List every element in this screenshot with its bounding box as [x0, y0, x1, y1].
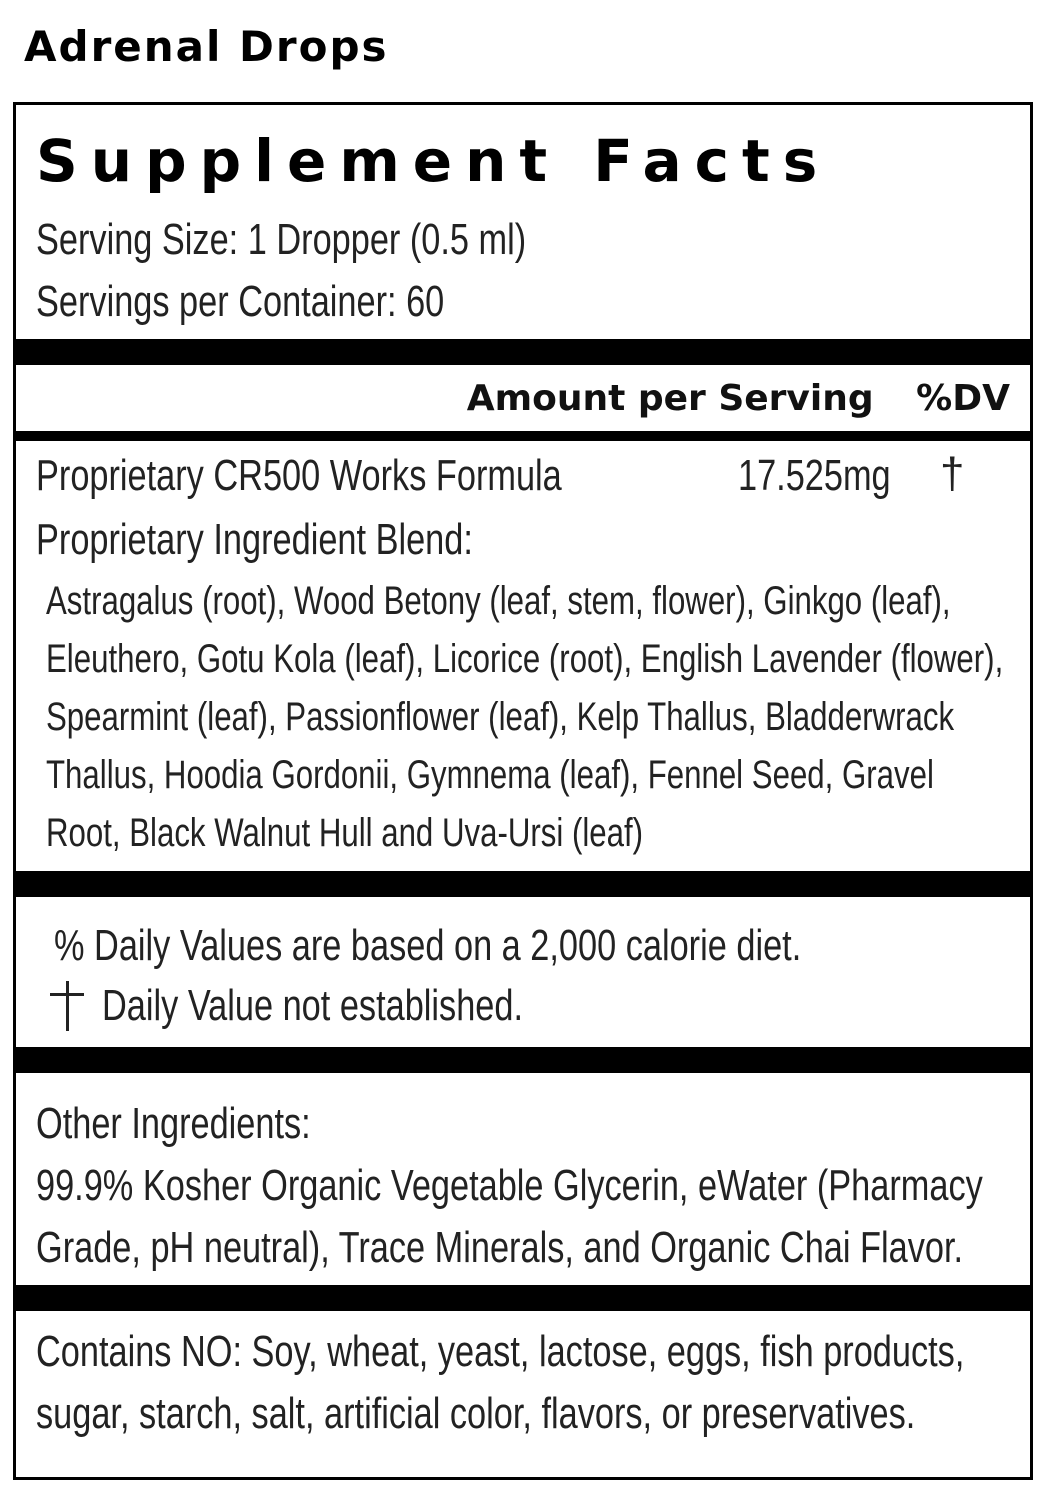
servings-per-container: Servings per Container: 60 [36, 277, 445, 326]
contains-no-line: sugar, starch, salt, artificial color, f… [36, 1389, 916, 1438]
blend-ingredient-line: Eleuthero, Gotu Kola (leaf), Licorice (r… [46, 637, 1004, 681]
blend-ingredient-line: Root, Black Walnut Hull and Uva-Ursi (le… [46, 811, 644, 855]
formula-amount: 17.525mg [738, 451, 891, 500]
serving-size: Serving Size: 1 Dropper (0.5 ml) [36, 215, 527, 264]
other-ingredients-label: Other Ingredients: [36, 1099, 311, 1148]
supplement-facts-panel: Supplement Facts Serving Size: 1 Dropper… [13, 102, 1033, 1480]
section-divider [16, 431, 1030, 441]
dv-header: %DV [916, 378, 1010, 419]
blend-ingredient-line: Thallus, Hoodia Gordonii, Gymnema (leaf)… [46, 753, 934, 797]
product-title: Adrenal Drops [24, 22, 389, 71]
other-ingredients-line: 99.9% Kosher Organic Vegetable Glycerin,… [36, 1161, 983, 1210]
amount-header-row: Amount per Serving %DV [467, 367, 1010, 431]
other-ingredients-line: Grade, pH neutral), Trace Minerals, and … [36, 1223, 964, 1272]
dagger-icon-crossbar [50, 993, 84, 996]
section-divider [16, 339, 1030, 365]
footnote-daily-values: % Daily Values are based on a 2,000 calo… [54, 921, 802, 970]
section-divider [16, 1285, 1030, 1311]
formula-dv-dagger: † [940, 449, 965, 498]
section-divider [16, 1047, 1030, 1073]
amount-per-serving-header: Amount per Serving [466, 378, 874, 419]
facts-heading: Supplement Facts [36, 127, 831, 195]
dagger-icon [66, 981, 69, 1031]
blend-ingredient-line: Spearmint (leaf), Passionflower (leaf), … [46, 695, 955, 739]
blend-ingredient-line: Astragalus (root), Wood Betony (leaf, st… [46, 579, 951, 623]
section-divider [16, 871, 1030, 897]
contains-no-line: Contains NO: Soy, wheat, yeast, lactose,… [36, 1327, 965, 1376]
footnote-dagger: Daily Value not established. [102, 981, 523, 1030]
formula-name: Proprietary CR500 Works Formula [36, 451, 562, 500]
blend-label: Proprietary Ingredient Blend: [36, 515, 473, 564]
